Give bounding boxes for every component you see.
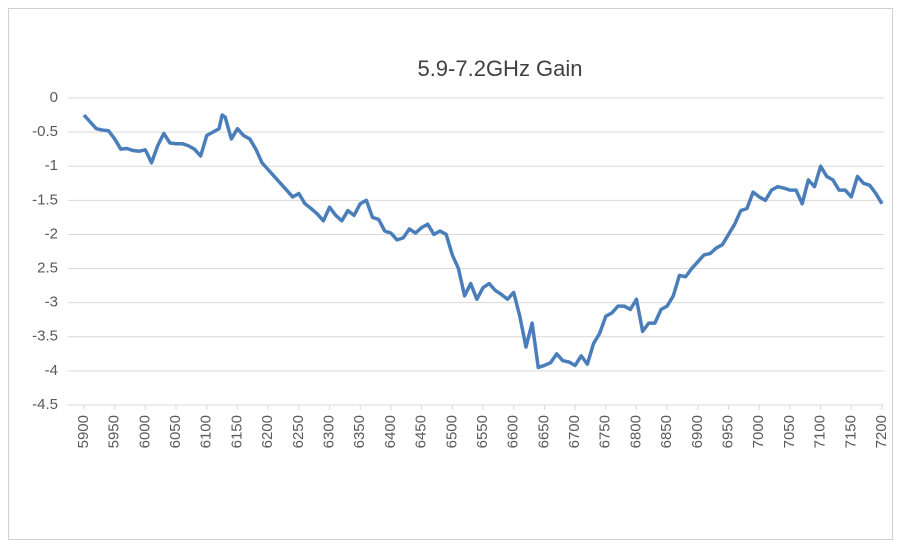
x-tick-label: 6000 xyxy=(136,415,153,448)
x-tick-label: 6850 xyxy=(658,415,675,448)
x-tick-label: 6150 xyxy=(228,415,245,448)
x-tick-label: 6300 xyxy=(321,415,338,448)
y-tick-label: -1 xyxy=(45,157,58,174)
x-tick-label: 6650 xyxy=(535,415,552,448)
y-tick-label: -2 xyxy=(45,225,58,242)
chart-border xyxy=(8,8,893,540)
data-line xyxy=(82,113,884,370)
x-tick-label: 6600 xyxy=(505,415,522,448)
x-tick-label: 6100 xyxy=(198,415,215,448)
x-tick-label: 7150 xyxy=(842,415,859,448)
x-tick-label: 7050 xyxy=(781,415,798,448)
y-tick-label: -0.5 xyxy=(32,123,58,140)
y-tick-label: -3.5 xyxy=(32,328,58,345)
x-tick-label: 6550 xyxy=(474,415,491,448)
y-tick-label: 2.5 xyxy=(37,260,58,277)
x-tick-label: 6750 xyxy=(597,415,614,448)
x-tick-label: 6250 xyxy=(290,415,307,448)
x-tick-label: 7000 xyxy=(750,415,767,448)
y-tick-label: -4 xyxy=(45,362,58,379)
x-tick-label: 7200 xyxy=(873,415,890,448)
x-tick-label: 6900 xyxy=(689,415,706,448)
x-tick-label: 6800 xyxy=(627,415,644,448)
x-tick-label: 7100 xyxy=(812,415,829,448)
y-tick-label: -1.5 xyxy=(32,191,58,208)
x-tick-label: 6700 xyxy=(566,415,583,448)
x-tick-label: 5950 xyxy=(106,415,123,448)
x-tick-label: 6950 xyxy=(720,415,737,448)
x-tick-label: 6050 xyxy=(167,415,184,448)
y-tick-label: 0 xyxy=(50,89,58,106)
x-tick-label: 6450 xyxy=(413,415,430,448)
x-tick-label: 6500 xyxy=(443,415,460,448)
y-tick-label: -4.5 xyxy=(32,396,58,413)
x-tick-label: 6400 xyxy=(382,415,399,448)
x-tick-label: 5900 xyxy=(75,415,92,448)
x-tick-label: 6200 xyxy=(259,415,276,448)
y-tick-label: -3 xyxy=(45,294,58,311)
x-tick-label: 6350 xyxy=(351,415,368,448)
chart-title: 5.9-7.2GHz Gain xyxy=(417,56,582,81)
